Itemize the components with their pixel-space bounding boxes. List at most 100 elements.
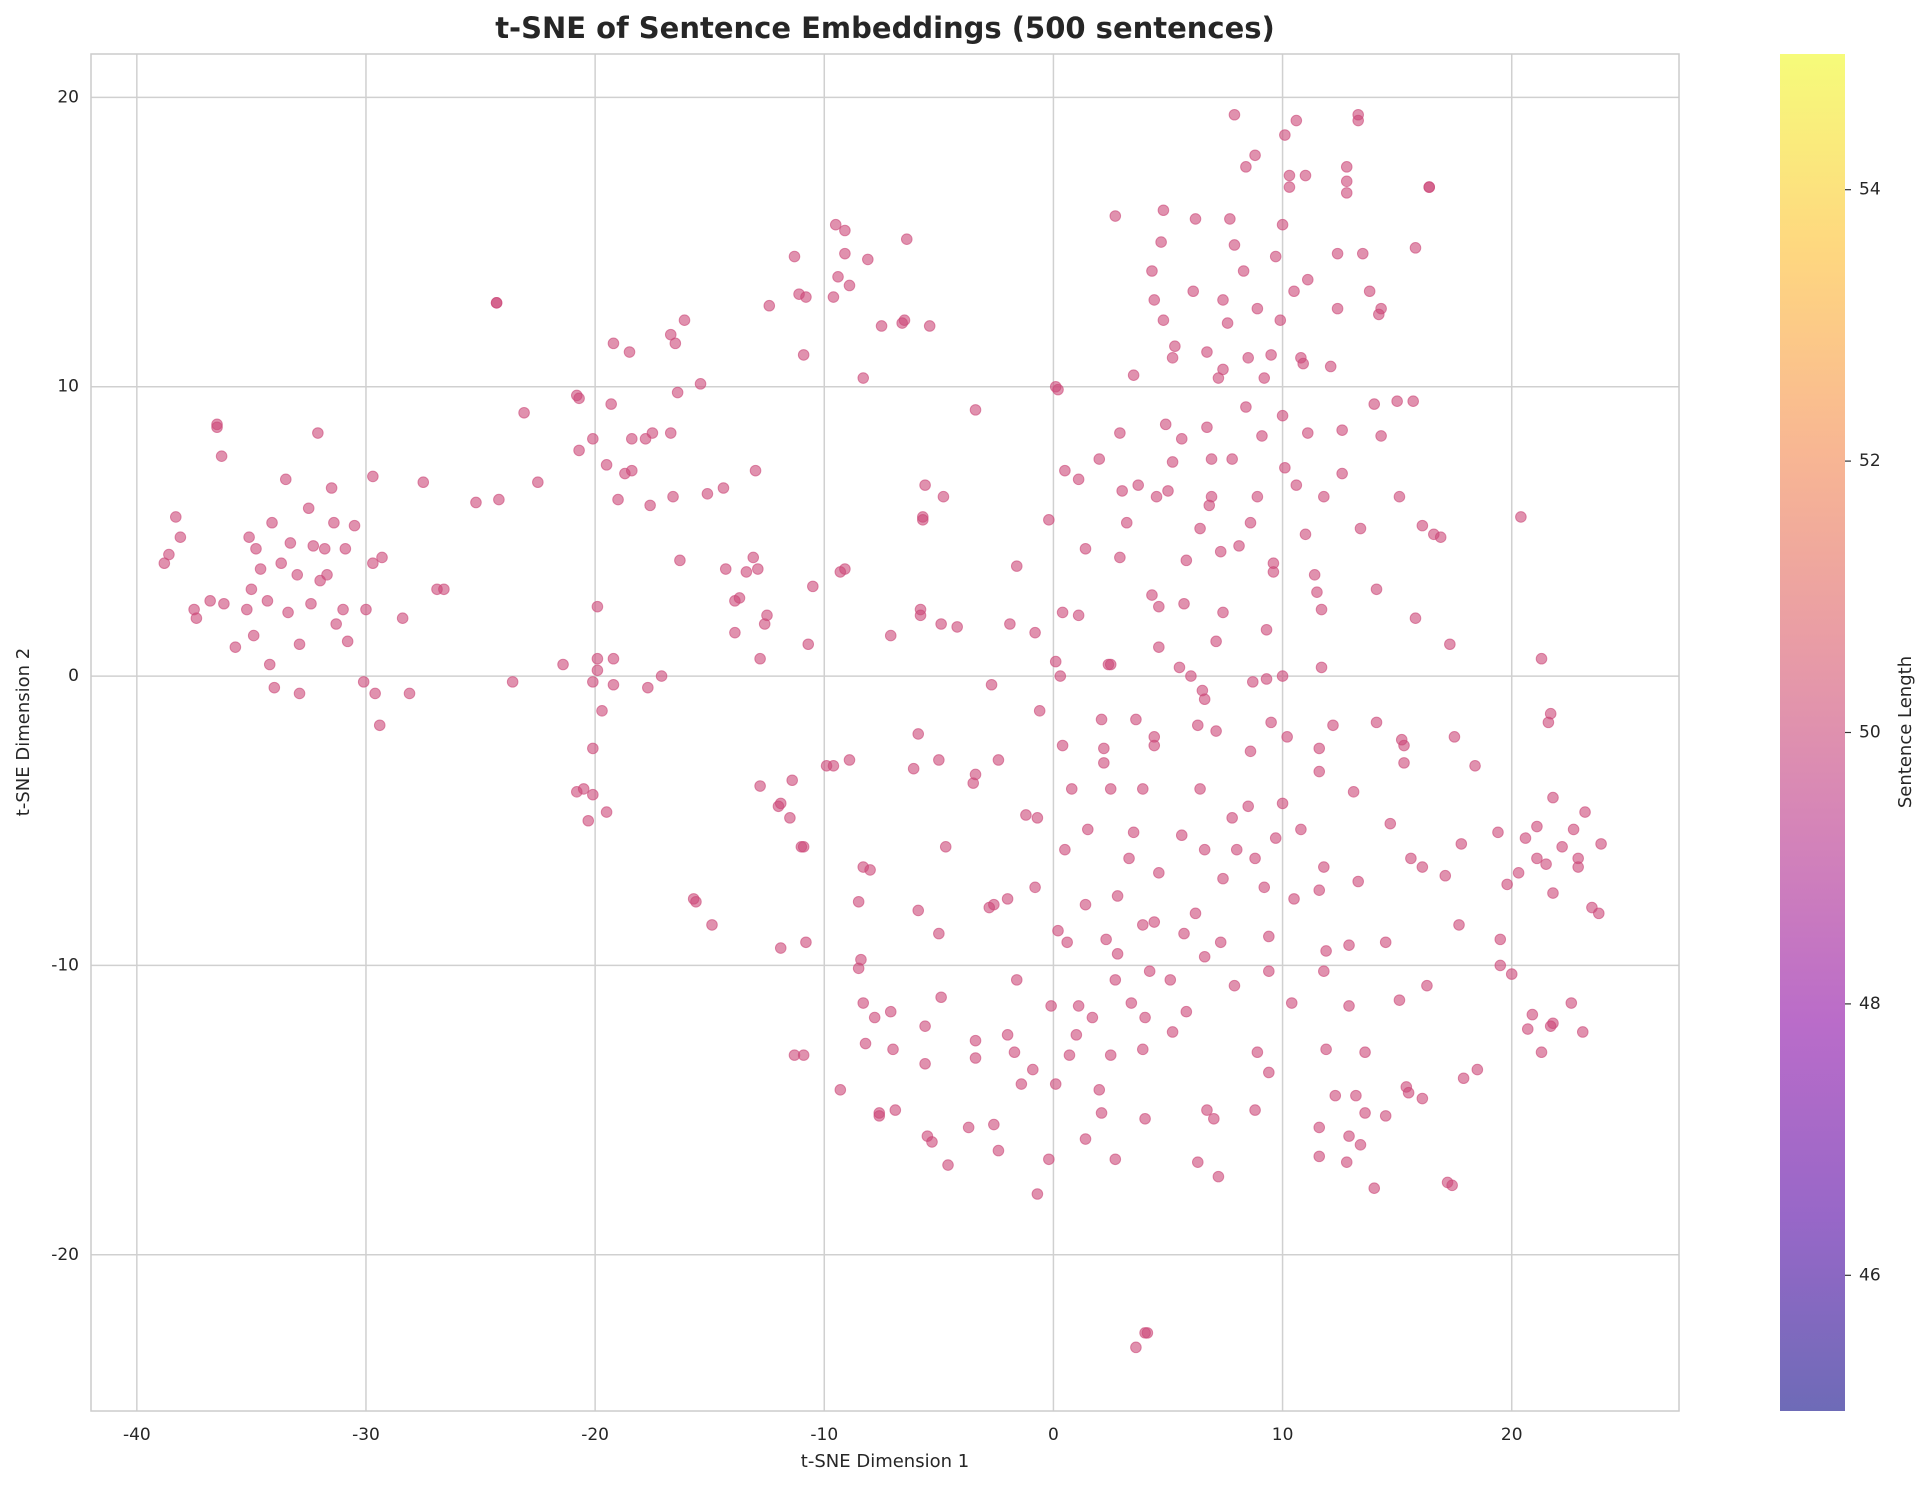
point <box>1512 867 1525 879</box>
point <box>1061 936 1073 949</box>
point <box>318 542 331 555</box>
point <box>312 427 324 439</box>
point <box>1159 418 1172 431</box>
point <box>337 603 349 616</box>
point <box>284 537 297 549</box>
point <box>1276 670 1289 682</box>
point <box>1313 742 1326 755</box>
point <box>1043 1153 1055 1166</box>
point <box>1531 820 1543 833</box>
point <box>1010 974 1023 986</box>
point <box>1001 1029 1014 1041</box>
point <box>1185 670 1197 682</box>
point <box>1295 823 1307 836</box>
point <box>898 314 911 326</box>
point <box>1469 759 1481 772</box>
point <box>1402 1086 1415 1099</box>
point <box>1391 395 1403 408</box>
point <box>1288 285 1300 298</box>
point <box>263 658 276 671</box>
point <box>1251 302 1264 315</box>
point <box>1031 1188 1044 1200</box>
point <box>912 728 925 740</box>
point <box>1285 997 1298 1009</box>
point <box>1249 149 1261 162</box>
point <box>1457 1072 1470 1085</box>
point <box>190 612 203 625</box>
point <box>339 542 352 555</box>
point <box>1164 974 1177 986</box>
point <box>1049 655 1062 668</box>
point <box>1233 540 1245 552</box>
point <box>245 583 258 596</box>
point <box>1572 861 1584 873</box>
point <box>694 378 707 390</box>
point <box>1104 1049 1117 1061</box>
point <box>1001 893 1014 905</box>
y-tick-label: -20 <box>51 1245 79 1265</box>
point <box>1004 618 1016 630</box>
point <box>797 349 810 361</box>
point <box>1045 1000 1057 1012</box>
point <box>1576 1026 1589 1038</box>
point <box>1379 936 1392 949</box>
point <box>1446 1179 1458 1192</box>
point <box>1086 1011 1099 1024</box>
point <box>1153 867 1165 879</box>
point <box>215 450 228 462</box>
point <box>1299 169 1312 182</box>
point <box>669 337 682 350</box>
point <box>1340 187 1353 199</box>
point <box>1224 213 1236 225</box>
point <box>1052 924 1064 937</box>
point <box>1455 838 1468 850</box>
point <box>1249 852 1261 865</box>
point <box>992 1144 1005 1157</box>
point <box>855 953 867 966</box>
point <box>587 788 599 801</box>
point <box>591 652 604 665</box>
point <box>1327 719 1339 732</box>
point <box>926 1136 938 1148</box>
point <box>1242 800 1255 813</box>
point <box>889 1104 902 1116</box>
point <box>884 629 897 642</box>
point <box>1148 916 1161 928</box>
point <box>786 774 798 787</box>
x-tick-label: 0 <box>1048 1425 1059 1445</box>
point <box>293 638 306 651</box>
point <box>1127 369 1140 381</box>
point <box>1063 1049 1076 1061</box>
point <box>367 557 379 570</box>
point <box>857 997 870 1009</box>
point <box>1178 597 1190 610</box>
point <box>1217 294 1229 306</box>
point <box>1519 832 1532 844</box>
point <box>282 606 294 619</box>
point <box>600 806 613 818</box>
point <box>969 1052 982 1064</box>
point <box>1052 383 1064 396</box>
point <box>229 641 242 653</box>
point <box>1336 467 1348 480</box>
point <box>1540 858 1552 870</box>
point <box>1567 823 1580 836</box>
point <box>1318 490 1330 503</box>
point <box>807 580 819 593</box>
point <box>1072 473 1085 486</box>
point <box>1065 783 1078 795</box>
point <box>1191 1156 1204 1168</box>
point <box>532 476 544 489</box>
point <box>247 629 260 642</box>
point <box>591 600 604 613</box>
point <box>1352 875 1364 888</box>
point <box>655 670 668 682</box>
point <box>261 595 274 607</box>
point <box>1354 1139 1367 1151</box>
point <box>376 551 388 564</box>
point <box>797 840 810 853</box>
point <box>733 592 746 604</box>
point <box>369 687 381 700</box>
point <box>907 762 920 775</box>
point <box>1228 108 1241 121</box>
